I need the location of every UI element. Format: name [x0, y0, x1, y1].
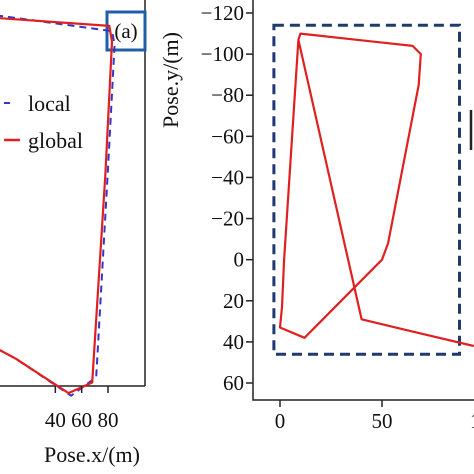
- panel-b-y-tick-label: 40: [223, 330, 244, 354]
- panel-label-text: (a): [114, 19, 137, 43]
- panel-a-legend: local global: [4, 91, 83, 153]
- panel-b-x-tick-label: 0: [275, 409, 286, 433]
- panel-a-x-tick-label: 60: [71, 408, 92, 432]
- panel-b-y-tick-label: −80: [211, 83, 244, 107]
- panel-b-x-tick-label: 50: [372, 409, 393, 433]
- panel-b-x-tick-label: 1: [470, 409, 474, 433]
- panel-a-x-ticks: 40 60 80: [45, 386, 119, 432]
- legend-label-global: global: [28, 128, 83, 153]
- panel-b-y-axis-label: Pose.y/(m): [158, 32, 183, 128]
- panel-b-y-tick-label: −120: [201, 1, 244, 25]
- panel-b-axes-frame: [252, 0, 474, 401]
- panel-a-x-axis-label: Pose.x/(m): [44, 442, 140, 467]
- panel-b-y-tick-label: −60: [211, 124, 244, 148]
- panel-b: −120 −100 −80 −60 −40 −20 0 20 40 60 0 50 1 Pose.y/…: [158, 0, 474, 433]
- panel-a-axes-frame: [0, 0, 146, 387]
- panel-b-y-tick-label: −100: [201, 42, 244, 66]
- panel-b-region-box: [272, 23, 461, 356]
- panel-b-y-tick-label: 0: [234, 248, 245, 272]
- panel-a-label-badge: (a): [105, 10, 147, 52]
- panel-a-x-tick-label: 40: [45, 408, 66, 432]
- panel-a-x-tick-label: 80: [98, 408, 119, 432]
- panel-b-x-ticks: 0 50 1: [275, 400, 474, 433]
- panel-a: (a) local global 40 60 80 Pose.x/(m): [0, 0, 147, 467]
- panel-b-y-tick-label: −20: [211, 207, 244, 231]
- panel-b-y-tick-label: 60: [223, 371, 244, 395]
- series-line-local: [0, 14, 116, 397]
- panel-b-series-line-0: [278, 32, 474, 348]
- series-line-global: [0, 17, 114, 395]
- panel-b-y-tick-label: −40: [211, 165, 244, 189]
- panel-b-y-tick-label: 20: [223, 289, 244, 313]
- legend-label-local: local: [28, 91, 71, 116]
- panel-b-y-ticks: −120 −100 −80 −60 −40 −20 0 20 40 60: [201, 1, 253, 395]
